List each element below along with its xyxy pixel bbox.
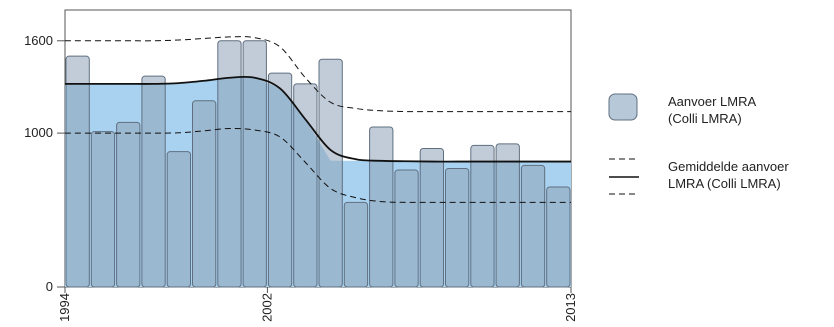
legend-swatch-bar: [608, 93, 638, 121]
bar-1998: [166, 151, 191, 288]
bar-2005: [343, 201, 369, 288]
bar-2010: [470, 144, 495, 288]
bar-1997: [141, 75, 166, 288]
bar-1999: [192, 100, 217, 288]
average-line: [65, 75, 571, 163]
plot-area: 0 1000 1600 1994 2002 2013: [24, 9, 578, 322]
bar-2004: [318, 58, 343, 288]
legend: Aanvoer LMRA (Colli LMRA) Gemiddelde aan…: [608, 93, 789, 195]
bar-2008: [419, 148, 445, 288]
x-tick-label-2013: 2013: [563, 293, 578, 322]
dashed-band-lower: [65, 127, 571, 203]
bar-2007: [394, 169, 419, 288]
average-area: [65, 77, 571, 287]
y-tick-label-0: 0: [46, 279, 53, 294]
y-tick-label-1000: 1000: [24, 125, 53, 140]
legend-label-bar-line2: (Colli LMRA): [668, 111, 742, 126]
x-tick-label-1994: 1994: [57, 293, 72, 322]
bar-2002: [267, 72, 293, 288]
legend-label-line-line1: Gemiddelde aanvoer: [668, 159, 789, 174]
bar-2006: [369, 126, 394, 288]
bar-2013: [546, 186, 571, 288]
bar-2012: [520, 164, 546, 288]
x-tick-label-2002: 2002: [259, 293, 274, 322]
bar-1995: [90, 131, 116, 288]
bar-1996: [116, 121, 141, 288]
bar-2001: [242, 40, 267, 288]
y-tick-label-1600: 1600: [24, 33, 53, 48]
bar-2009: [445, 168, 470, 288]
bar-2011: [495, 143, 520, 288]
legend-label-bar-line1: Aanvoer LMRA: [668, 94, 756, 109]
bar-2003: [293, 83, 318, 288]
bar-1994: [65, 55, 90, 288]
legend-label-line-line2: LMRA (Colli LMRA): [668, 176, 781, 191]
dashed-band-upper: [65, 36, 571, 113]
bar-2000: [217, 40, 242, 288]
